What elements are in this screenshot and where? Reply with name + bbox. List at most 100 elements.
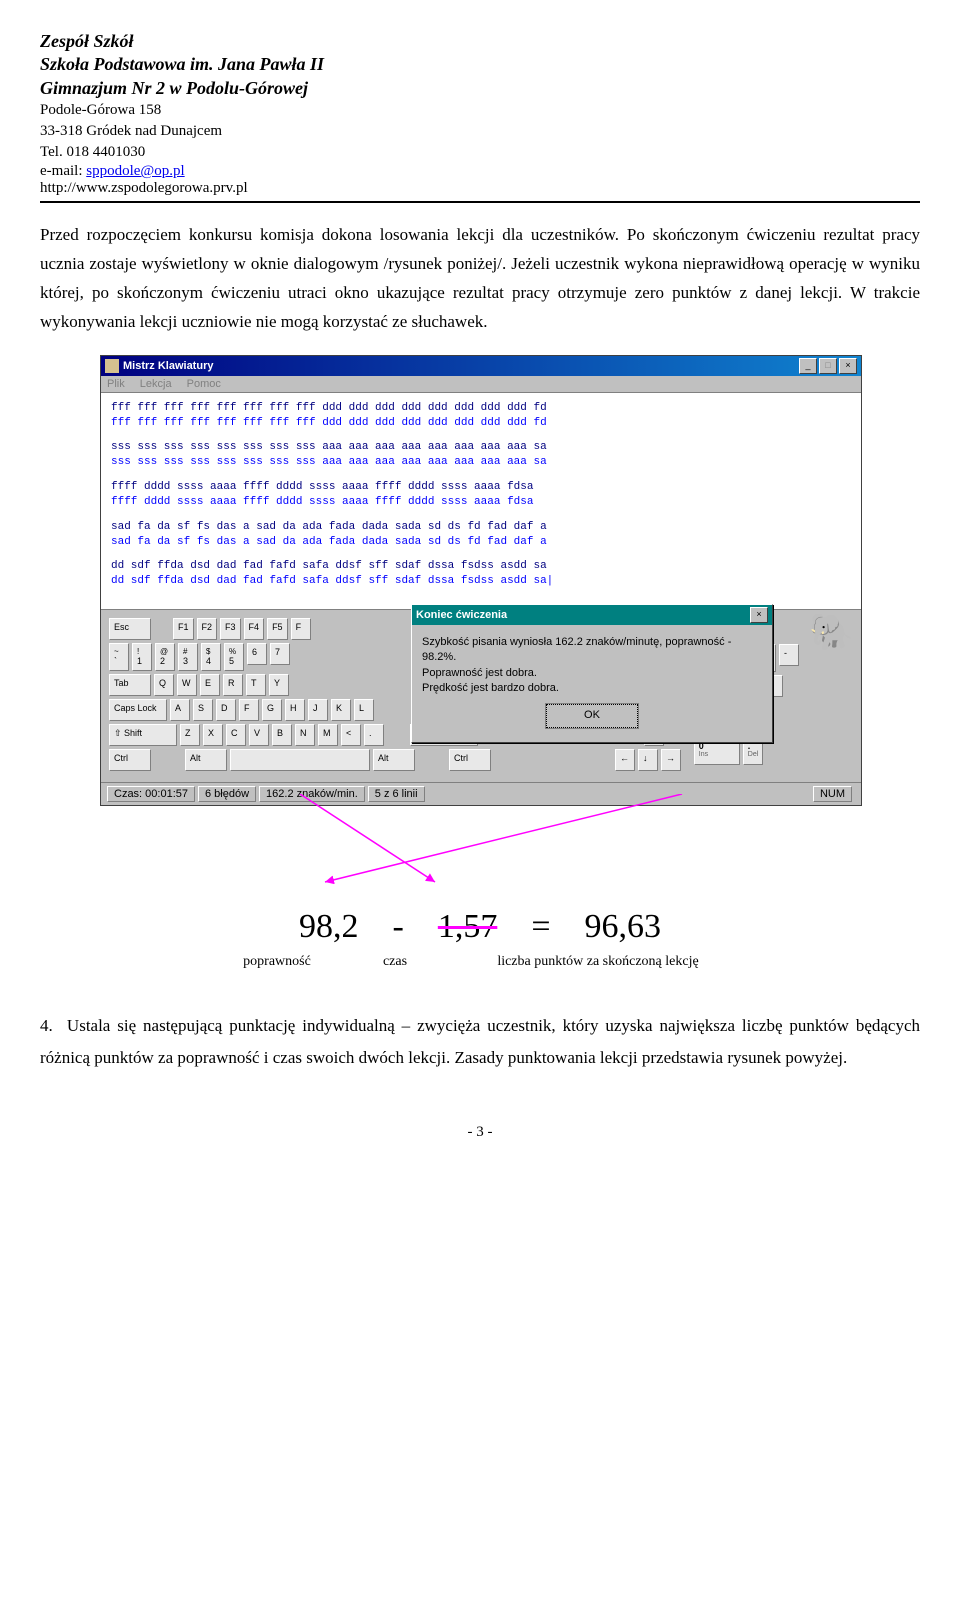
maximize-button[interactable]: □ (819, 358, 837, 374)
key-6[interactable]: 6 (247, 643, 267, 665)
key-space[interactable] (230, 749, 370, 771)
typing-target-line: sad fa da sf fs das a sad da ada fada da… (111, 520, 851, 535)
key-d[interactable]: D (216, 699, 236, 721)
email-line: e-mail: sppodole@op.pl (40, 163, 920, 180)
key-z[interactable]: Z (180, 724, 200, 746)
page-number: - 3 - (40, 1124, 920, 1141)
formula-v3: 96,63 (585, 908, 662, 946)
key-[interactable]: ← (615, 749, 635, 771)
label-liczba: liczba punktów za skończoną lekcję (468, 954, 728, 970)
status-lines: 5 z 6 linii (368, 786, 425, 802)
app-window: Mistrz Klawiatury _ □ × Plik Lekcja Pomo… (100, 355, 862, 806)
key-capslock[interactable]: Caps Lock (109, 699, 167, 721)
key-k[interactable]: K (331, 699, 351, 721)
header-divider (40, 201, 920, 203)
key-h[interactable]: H (285, 699, 305, 721)
dialog-line-1: Szybkość pisania wyniosła 162.2 znaków/m… (422, 635, 762, 666)
menu-pomoc[interactable]: Pomoc (187, 378, 221, 390)
menu-lekcja[interactable]: Lekcja (140, 378, 172, 390)
key-f[interactable]: F (239, 699, 259, 721)
key-v[interactable]: V (249, 724, 269, 746)
formula-minus: - (392, 908, 403, 946)
key-b[interactable]: B (272, 724, 292, 746)
key-c[interactable]: C (226, 724, 246, 746)
dialog-ok-button[interactable]: OK (546, 704, 638, 727)
key-q[interactable]: Q (154, 674, 174, 696)
school-name-3: Gimnazjum Nr 2 w Podolu-Górowej (40, 77, 920, 100)
formula: 98,2 - 1,57 = 96,63 (40, 908, 920, 946)
status-speed: 162.2 znaków/min. (259, 786, 365, 802)
typing-target-line: ffff dddd ssss aaaa ffff dddd ssss aaaa … (111, 480, 851, 495)
point-4-number: 4. (40, 1010, 60, 1042)
key-t[interactable]: T (246, 674, 266, 696)
school-name-1: Zespół Szkół (40, 30, 920, 53)
label-czas: czas (360, 954, 430, 970)
key-s[interactable]: S (193, 699, 213, 721)
key-f2[interactable]: F2 (197, 618, 218, 640)
key-[interactable]: → (661, 749, 681, 771)
key-g[interactable]: G (262, 699, 282, 721)
intro-paragraph: Przed rozpoczęciem konkursu komisja doko… (40, 221, 920, 337)
key-3[interactable]: #3 (178, 643, 198, 671)
key-[interactable]: < (341, 724, 361, 746)
key-w[interactable]: W (177, 674, 197, 696)
close-button[interactable]: × (839, 358, 857, 374)
app-screenshot: Mistrz Klawiatury _ □ × Plik Lekcja Pomo… (100, 355, 860, 884)
key-j[interactable]: J (308, 699, 328, 721)
typing-user-line: dd sdf ffda dsd dad fad fafd safa ddsf s… (111, 574, 851, 589)
dialog-line-2: Poprawność jest dobra. (422, 666, 762, 681)
key-[interactable]: . (364, 724, 384, 746)
address-1: Podole-Górowa 158 (40, 100, 920, 121)
key-ctrl[interactable]: Ctrl (449, 749, 491, 771)
key-tab[interactable]: Tab (109, 674, 151, 696)
status-time: Czas: 00:01:57 (107, 786, 195, 802)
key-a[interactable]: A (170, 699, 190, 721)
email-link[interactable]: sppodole@op.pl (86, 163, 184, 179)
key-f3[interactable]: F3 (220, 618, 241, 640)
key-2[interactable]: @2 (155, 643, 175, 671)
minimize-button[interactable]: _ (799, 358, 817, 374)
key-f4[interactable]: F4 (244, 618, 265, 640)
key-ctrl[interactable]: Ctrl (109, 749, 151, 771)
typing-user-line: ffff dddd ssss aaaa ffff dddd ssss aaaa … (111, 495, 851, 510)
key-f5[interactable]: F5 (267, 618, 288, 640)
key-m[interactable]: M (318, 724, 338, 746)
dialog-close-button[interactable]: × (750, 607, 768, 623)
letterhead: Zespół Szkół Szkoła Podstawowa im. Jana … (40, 30, 920, 197)
key-f1[interactable]: F1 (173, 618, 194, 640)
formula-eq: = (531, 908, 550, 946)
typing-text-area: fff fff fff fff fff fff fff fff ddd ddd … (101, 392, 861, 610)
point-4: 4. Ustala się następującą punktację indy… (40, 1010, 920, 1075)
dialog-body: Szybkość pisania wyniosła 162.2 znaków/m… (412, 625, 772, 742)
key-f[interactable]: F (291, 618, 311, 640)
app-title: Mistrz Klawiatury (123, 360, 799, 372)
key-shift[interactable]: ⇧ Shift (109, 724, 177, 746)
formula-v1: 98,2 (299, 908, 359, 946)
key-[interactable]: ~` (109, 643, 129, 671)
key-y[interactable]: Y (269, 674, 289, 696)
key-5[interactable]: %5 (224, 643, 244, 671)
annotation-arrows (100, 794, 860, 884)
typing-user-line: sss sss sss sss sss sss sss sss aaa aaa … (111, 455, 851, 470)
result-dialog: Koniec ćwiczenia × Szybkość pisania wyni… (411, 604, 773, 743)
key-alt[interactable]: Alt (185, 749, 227, 771)
key-x[interactable]: X (203, 724, 223, 746)
key-l[interactable]: L (354, 699, 374, 721)
key-1[interactable]: !1 (132, 643, 152, 671)
menu-plik[interactable]: Plik (107, 378, 125, 390)
key-[interactable]: - (779, 644, 799, 666)
key-[interactable]: ↓ (638, 749, 658, 771)
typing-user-line: sad fa da sf fs das a sad da ada fada da… (111, 535, 851, 550)
typing-target-line: sss sss sss sss sss sss sss sss aaa aaa … (111, 440, 851, 455)
key-r[interactable]: R (223, 674, 243, 696)
key-e[interactable]: E (200, 674, 220, 696)
dialog-titlebar: Koniec ćwiczenia × (412, 605, 772, 625)
key-7[interactable]: 7 (270, 643, 290, 665)
key-4[interactable]: $4 (201, 643, 221, 671)
point-4-text: Ustala się następującą punktację indywid… (40, 1016, 920, 1067)
key-n[interactable]: N (295, 724, 315, 746)
dialog-title: Koniec ćwiczenia (416, 609, 750, 621)
key-esc[interactable]: Esc (109, 618, 151, 640)
key-alt[interactable]: Alt (373, 749, 415, 771)
dialog-line-3: Prędkość jest bardzo dobra. (422, 681, 762, 696)
